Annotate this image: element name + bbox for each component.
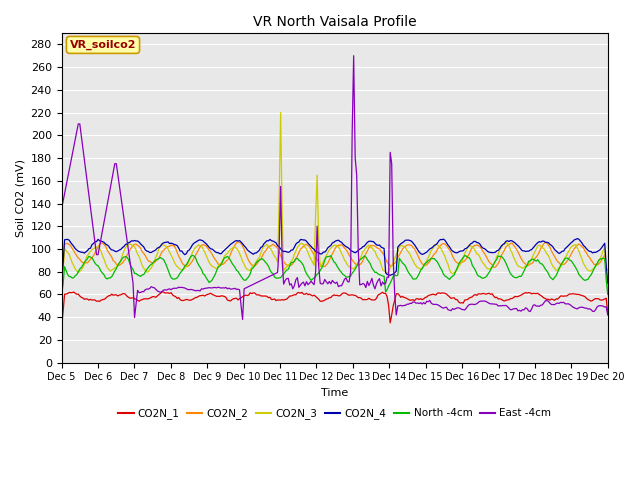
Text: VR_soilco2: VR_soilco2 (70, 40, 136, 50)
Title: VR North Vaisala Profile: VR North Vaisala Profile (253, 15, 417, 29)
Y-axis label: Soil CO2 (mV): Soil CO2 (mV) (15, 159, 25, 237)
Legend: CO2N_1, CO2N_2, CO2N_3, CO2N_4, North -4cm, East -4cm: CO2N_1, CO2N_2, CO2N_3, CO2N_4, North -4… (114, 404, 556, 423)
X-axis label: Time: Time (321, 388, 348, 398)
